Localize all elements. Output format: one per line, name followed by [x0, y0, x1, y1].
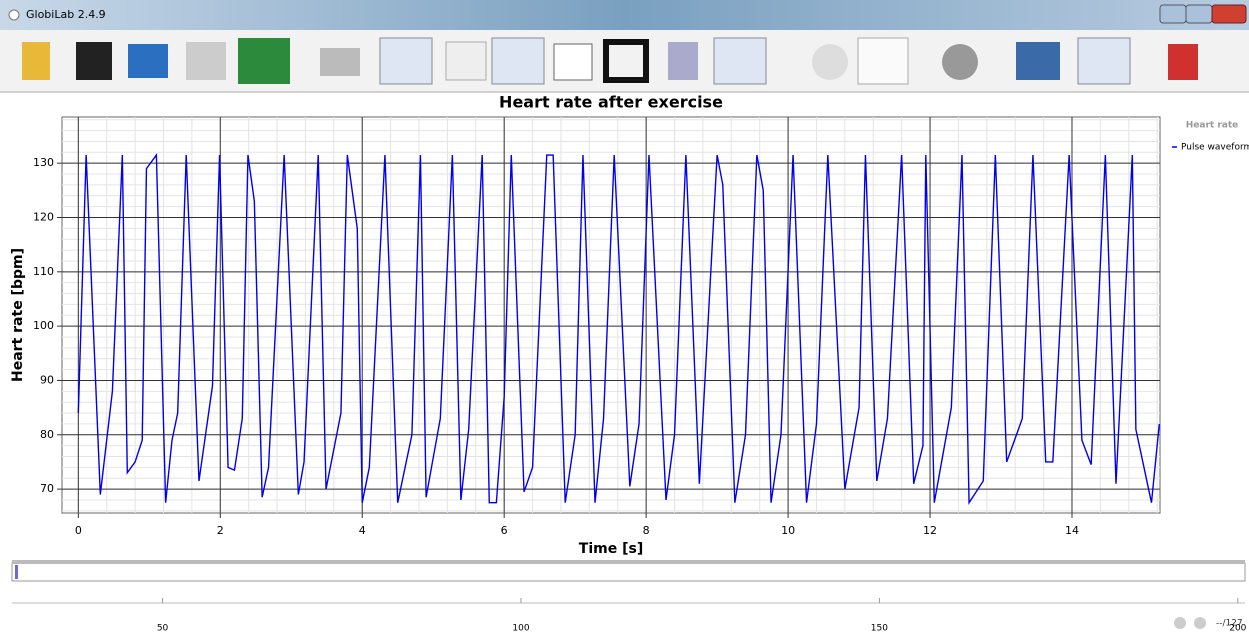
chart-title: Heart rate after exercise — [499, 93, 723, 112]
window-title: GlobiLab 2.4.9 — [26, 8, 106, 21]
library-button[interactable] — [128, 44, 168, 78]
download-button[interactable] — [942, 44, 978, 80]
run-button[interactable] — [857, 37, 909, 85]
app-icon — [8, 9, 20, 21]
slider-thumb[interactable] — [15, 565, 18, 579]
experiment-button[interactable] — [186, 42, 226, 80]
x-tick-label: 6 — [501, 524, 508, 537]
legend-title: Heart rate — [1186, 121, 1239, 131]
nav-back[interactable] — [1174, 617, 1186, 629]
save-button[interactable] — [76, 42, 112, 80]
series-line — [77, 152, 1160, 505]
x-tick-label: 10 — [781, 524, 795, 537]
y-tick-label: 90 — [40, 373, 54, 386]
zoom-button[interactable] — [379, 37, 433, 85]
y-tick-label: 130 — [33, 156, 54, 169]
sensor-button[interactable] — [812, 44, 848, 80]
settings-button[interactable] — [1016, 42, 1060, 80]
y-tick-label: 120 — [33, 210, 54, 223]
graph-options-button[interactable] — [1077, 37, 1131, 85]
x-tick-label: 0 — [75, 524, 82, 537]
graph-button[interactable] — [713, 37, 767, 85]
y-tick-label: 100 — [33, 319, 54, 332]
x-tick-label: 4 — [359, 524, 366, 537]
slider-tick-label: 200 — [1229, 624, 1246, 634]
x-axis-label: Time [s] — [579, 541, 643, 557]
y-tick-label: 110 — [33, 265, 54, 278]
x-tick-label: 14 — [1065, 524, 1079, 537]
slider-tick-label: 100 — [512, 624, 529, 634]
slider-track[interactable] — [11, 562, 1246, 582]
nav-forward[interactable] — [1194, 617, 1206, 629]
label-button[interactable] — [553, 43, 593, 81]
toolbar-icons — [22, 37, 1198, 85]
slider-tick-label: 150 — [871, 624, 888, 634]
cursor-button[interactable] — [445, 41, 487, 81]
maximize-button[interactable] — [1185, 4, 1213, 24]
title-bar — [0, 0, 1249, 30]
close-button[interactable] — [1211, 4, 1247, 24]
grid-button[interactable] — [491, 37, 545, 85]
calculator-button[interactable] — [668, 42, 698, 80]
x-tick-label: 12 — [923, 524, 937, 537]
y-tick-label: 70 — [40, 482, 54, 495]
x-tick-label: 2 — [217, 524, 224, 537]
exit-button[interactable] — [1168, 44, 1198, 80]
crop-button[interactable] — [603, 39, 649, 83]
slider-tick-label: 50 — [157, 624, 169, 634]
minimize-button[interactable] — [1159, 4, 1187, 24]
y-axis-label: Heart rate [bpm] — [10, 248, 26, 382]
page-label: --/127 — [1216, 619, 1243, 629]
slider-top — [12, 560, 1245, 564]
y-tick-label: 80 — [40, 428, 54, 441]
open-button[interactable] — [22, 42, 50, 80]
legend-label: Pulse waveform — [1181, 143, 1249, 153]
x-tick-label: 8 — [643, 524, 650, 537]
print-button[interactable] — [320, 48, 360, 76]
excel-button[interactable] — [238, 38, 290, 84]
